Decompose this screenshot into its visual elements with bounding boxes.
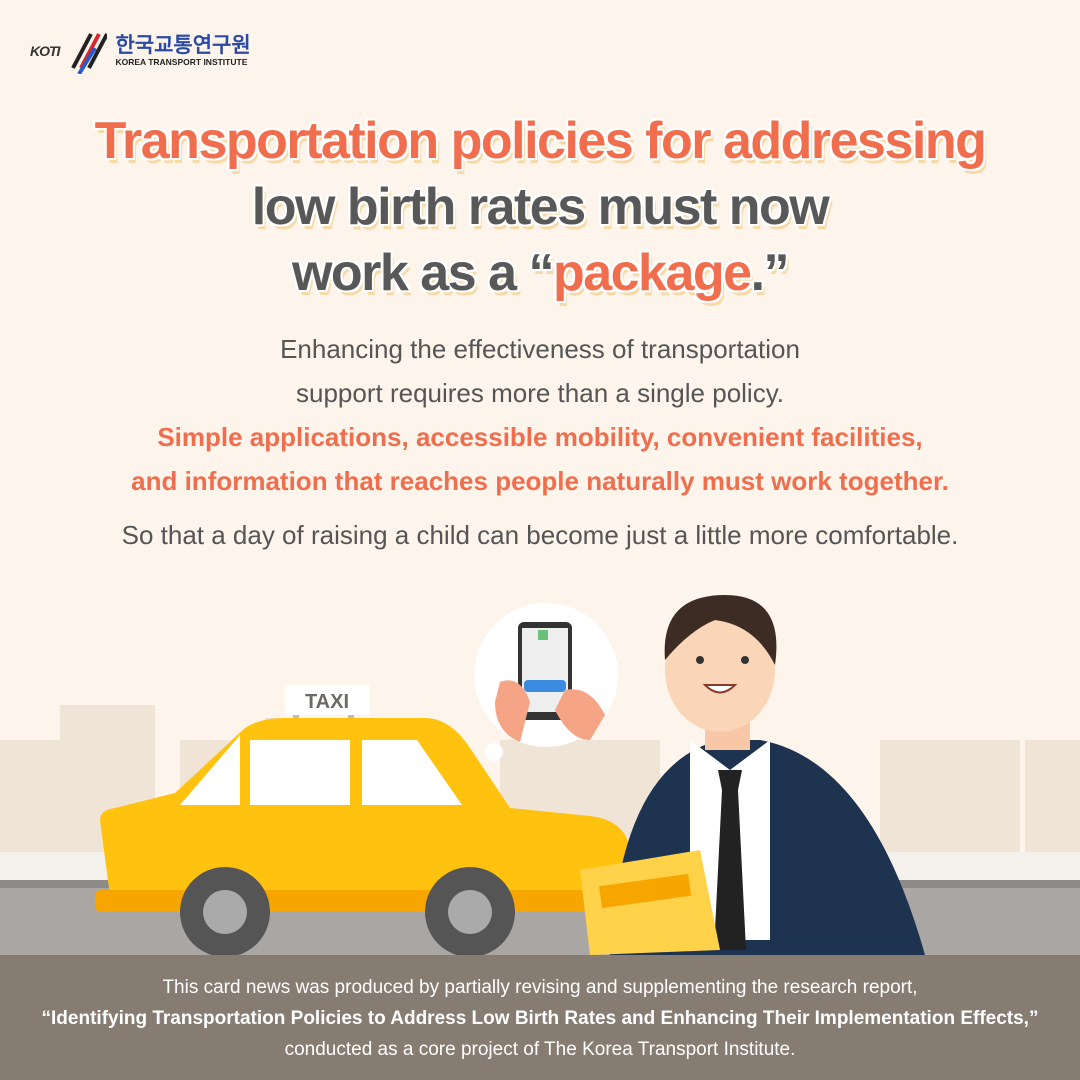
smartphone-map-icon (495, 622, 605, 742)
headline-line2: low birth rates must now (251, 178, 830, 236)
logo-stripes-icon (71, 33, 108, 74)
footer-line3: conducted as a core project of The Korea… (284, 1039, 796, 1060)
body-closing: So that a day of raising a child can bec… (121, 520, 959, 550)
headline-line3-post: .” (750, 244, 790, 302)
taxi-sign (285, 685, 370, 715)
body-line1: Enhancing the effectiveness of transport… (280, 334, 800, 364)
headline: Transportation policies for addressing l… (0, 108, 1080, 306)
koti-logo: KOTI 한국교통연구원 KOREA TRANSPORT INSTITUTE (30, 28, 251, 74)
report-title: “Identifying Transportation Policies to … (41, 1008, 1039, 1029)
headline-line3: work as a “package.” (0, 240, 1080, 306)
body-line2: support requires more than a single poli… (296, 378, 784, 408)
footer-line1: This card news was produced by partially… (162, 977, 918, 998)
taxi: TAXI (95, 685, 630, 957)
logo-korean-name: 한국교통연구원 (115, 34, 251, 57)
headline-line1: Transportation policies for addressing (94, 112, 987, 170)
man-character (580, 595, 925, 955)
illustration: TAXI (0, 595, 1080, 957)
logo-abbr: KOTI (30, 43, 60, 59)
body-highlight1: Simple applications, accessible mobility… (157, 422, 923, 452)
body-text: Enhancing the effectiveness of transport… (0, 327, 1080, 557)
body-highlight2: and information that reaches people natu… (131, 466, 949, 496)
footer-line2: “Identifying Transportation Policies to … (0, 1003, 1080, 1034)
logo-english-name: KOREA TRANSPORT INSTITUTE (115, 57, 248, 67)
taxi-sign-text: TAXI (305, 691, 349, 713)
bubble-dot (485, 743, 503, 761)
footer-note: This card news was produced by partially… (0, 955, 1080, 1080)
headline-highlight: package (552, 244, 752, 302)
headline-line3-pre: work as a “ (291, 244, 554, 302)
